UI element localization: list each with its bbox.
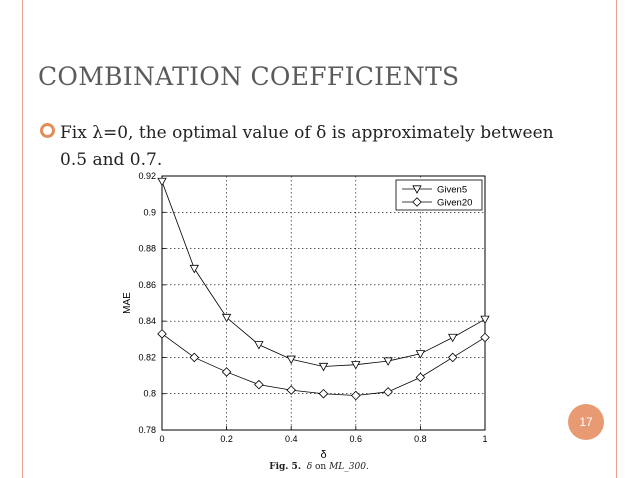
legend-label: Given20 — [437, 198, 472, 209]
triangle-marker — [157, 177, 167, 187]
y-tick-label: 0.8 — [143, 389, 156, 399]
caption-dataset: ML_300. — [329, 462, 369, 472]
plot-frame — [161, 175, 486, 431]
left-decorative-rule — [22, 0, 23, 478]
triangle-marker — [254, 341, 264, 350]
y-axis-label: MAE — [122, 292, 133, 314]
y-tick-label: 0.92 — [138, 171, 156, 181]
triangle-marker — [221, 313, 232, 323]
y-tick-label: 0.9 — [143, 207, 156, 217]
diamond-marker — [412, 197, 422, 207]
x-tick-label: 1 — [482, 434, 487, 444]
series-given5 — [157, 177, 490, 372]
y-tick-label: 0.86 — [138, 280, 156, 290]
triangle-marker — [286, 355, 296, 365]
legend-label: Given5 — [437, 185, 467, 196]
y-tick-label: 0.84 — [138, 316, 156, 326]
diamond-marker — [157, 329, 167, 339]
page-number-badge: 17 — [568, 404, 604, 440]
diamond-marker — [447, 352, 458, 363]
diamond-marker — [351, 390, 361, 401]
x-tick-label: 0 — [159, 434, 164, 444]
diamond-marker — [254, 379, 264, 390]
y-tick-label: 0.78 — [138, 425, 156, 435]
series-group — [157, 177, 490, 401]
chart-legend: Given5 Given20 — [395, 179, 483, 211]
y-tick-label: 0.82 — [138, 352, 156, 362]
triangle-marker — [351, 361, 361, 370]
x-tick-label: 0.8 — [414, 434, 427, 444]
series-given20 — [157, 329, 490, 401]
triangle-marker — [189, 264, 199, 274]
diamond-marker — [286, 385, 296, 395]
figure-caption: Fig. 5. δ on ML_300. — [0, 462, 638, 472]
triangle-marker — [448, 333, 458, 343]
triangle-marker — [480, 315, 490, 325]
triangle-marker — [318, 362, 329, 372]
x-tick-label: 0.4 — [285, 434, 298, 444]
x-axis-label: δ — [320, 449, 326, 461]
triangle-marker — [412, 185, 422, 194]
axis-ticks: 0 0.2 0.4 0.6 0.8 1 0.78 0.8 0.82 0.84 0.86 0.88 0.9… — [138, 171, 487, 444]
bullet-text: Fix λ=0, the optimal value of δ is appro… — [60, 123, 554, 170]
right-decorative-rule — [616, 0, 617, 478]
diamond-marker — [383, 387, 393, 397]
diamond-marker — [221, 367, 232, 377]
slide-title: COMBINATION COEFFICIENTS — [38, 62, 460, 91]
y-tick-label: 0.88 — [138, 244, 156, 254]
caption-mid: on — [314, 462, 327, 472]
diamond-marker — [415, 372, 426, 383]
caption-symbol: δ — [306, 462, 313, 472]
x-tick-label: 0.2 — [220, 434, 233, 444]
diamond-marker — [480, 332, 490, 343]
caption-label: Fig. 5. — [269, 462, 301, 472]
legend-box — [395, 179, 483, 211]
mae-line-chart: 0 0.2 0.4 0.6 0.8 1 0.78 0.8 0.82 0.84 0.86 0.88 0.9… — [122, 171, 490, 461]
diamond-marker — [189, 352, 200, 363]
triangle-marker — [383, 357, 393, 366]
bullet-ring-icon — [40, 123, 55, 138]
diamond-marker — [318, 388, 329, 399]
triangle-marker — [415, 350, 426, 359]
x-tick-label: 0.6 — [350, 434, 363, 444]
